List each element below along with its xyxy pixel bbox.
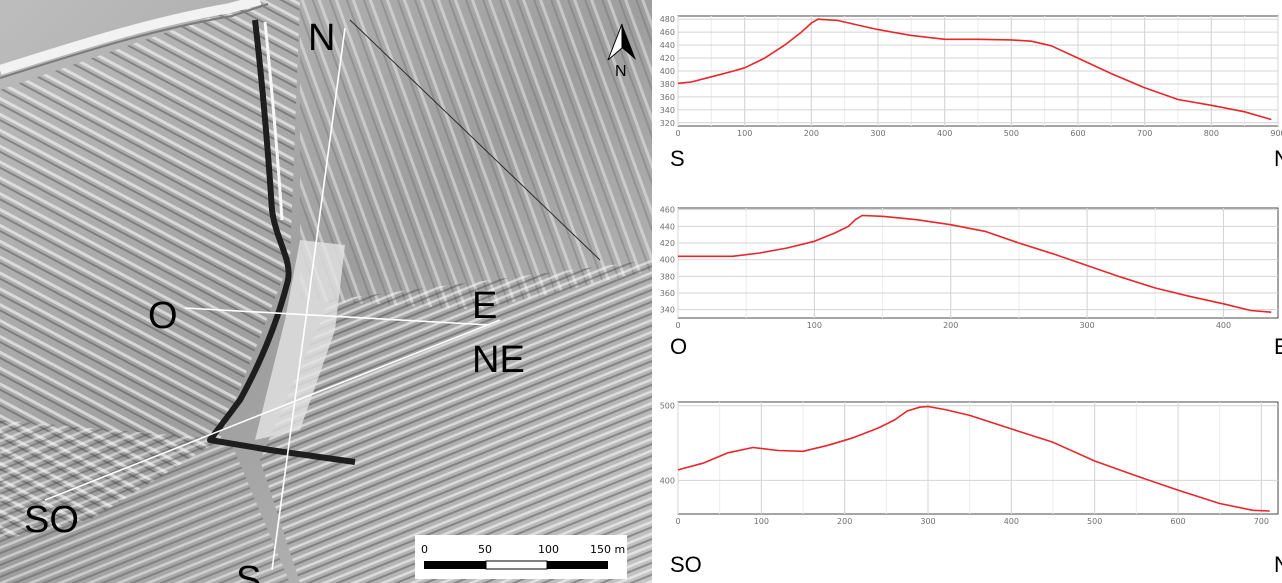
chart0-y-tick-label: 420 bbox=[660, 54, 675, 63]
chart1-y-tick-label: 380 bbox=[660, 272, 675, 281]
chart1-x-tick-label: 100 bbox=[807, 321, 822, 330]
chart1-y-tick-label: 420 bbox=[660, 239, 675, 248]
chart0-y-tick-label: 380 bbox=[660, 80, 675, 89]
profile-line-so-ne bbox=[44, 319, 501, 501]
scale-bar: 0 50 100 150 m bbox=[415, 535, 627, 579]
terrain-southwest bbox=[0, 420, 290, 583]
chart2-y-tick-label: 500 bbox=[660, 402, 675, 411]
chart0-x-tick-label: 100 bbox=[737, 129, 752, 138]
label-north: N bbox=[308, 17, 335, 59]
profiles-panel: 0 100 200 300 400 500 600 700 800 900 320 340 360 380… bbox=[652, 0, 1282, 583]
profile-chart-o-e: 0 100 200 300 400 340 360 380 400 420 440 460 O E bbox=[652, 202, 1282, 392]
label-west: O bbox=[148, 295, 178, 337]
scale-label-50: 50 bbox=[478, 543, 492, 556]
label-south: S bbox=[236, 559, 261, 583]
profile-line-s-n bbox=[271, 27, 346, 571]
scale-label-100: 100 bbox=[538, 543, 559, 556]
terrain-west bbox=[0, 0, 300, 540]
road bbox=[0, 0, 262, 75]
chart1-x-tick-label: 0 bbox=[675, 321, 680, 330]
chart2-end-label: NE bbox=[1274, 552, 1282, 577]
chart0-profile-line bbox=[677, 18, 1272, 121]
terrain-southeast bbox=[260, 260, 652, 583]
label-northeast: NE bbox=[472, 339, 525, 381]
chart0-y-tick-label: 400 bbox=[660, 67, 675, 76]
chart2-x-tick-label: 500 bbox=[1087, 517, 1102, 526]
north-arrow-label: N bbox=[615, 63, 627, 80]
chart2-x-tick-label: 200 bbox=[837, 517, 852, 526]
chart1-x-tick-label: 300 bbox=[1079, 321, 1094, 330]
chart0-x-tick-label: 200 bbox=[804, 129, 819, 138]
chart1-x-tick-label: 200 bbox=[943, 321, 958, 330]
chart0-x-tick-label: 300 bbox=[870, 129, 885, 138]
chart2-profile-line bbox=[677, 405, 1270, 512]
chart0-x-tick-label: 800 bbox=[1204, 129, 1219, 138]
chart2-x-tick-label: 300 bbox=[920, 517, 935, 526]
chart0-x-tick-label: 0 bbox=[675, 129, 680, 138]
chart2-x-tick-label: 400 bbox=[1004, 517, 1019, 526]
chart0-end-label: N bbox=[1274, 146, 1282, 171]
chart2-x-tick-label: 700 bbox=[1254, 517, 1269, 526]
chart2-y-tick-label: 400 bbox=[660, 476, 675, 485]
chart1-plot-area bbox=[677, 207, 1279, 319]
label-east: E bbox=[472, 285, 497, 327]
chart0-x-tick-label: 700 bbox=[1137, 129, 1152, 138]
chart1-end-label: E bbox=[1274, 334, 1282, 359]
chart2-x-tick-label: 0 bbox=[675, 517, 680, 526]
chart1-profile-line bbox=[678, 214, 1272, 313]
chart1-x-tick-label: 400 bbox=[1216, 321, 1231, 330]
chart0-y-tick-label: 460 bbox=[660, 28, 675, 37]
chart2-x-tick-label: 600 bbox=[1170, 517, 1185, 526]
chart0-y-tick-label: 480 bbox=[660, 15, 675, 24]
terrain-northeast bbox=[300, 0, 652, 310]
chart1-y-tick-label: 440 bbox=[660, 222, 675, 231]
profile-chart-so-ne: 0 100 200 300 400 500 600 700 400 500 SO NE bbox=[652, 396, 1282, 583]
chart2-start-label: SO bbox=[670, 552, 702, 577]
chart0-x-tick-label: 600 bbox=[1070, 129, 1085, 138]
north-arrow-icon: N bbox=[607, 23, 636, 80]
chart0-y-tick-label: 340 bbox=[660, 106, 675, 115]
scarp bbox=[207, 19, 356, 465]
chart0-x-tick-label: 900 bbox=[1270, 129, 1282, 138]
scale-label-0: 0 bbox=[421, 543, 428, 556]
chart2-x-tick-label: 100 bbox=[754, 517, 769, 526]
chart1-start-label: O bbox=[670, 334, 687, 359]
chart0-x-tick-label: 500 bbox=[1004, 129, 1019, 138]
chart1-y-tick-label: 400 bbox=[660, 256, 675, 265]
chart0-y-tick-label: 360 bbox=[660, 93, 675, 102]
chart1-y-tick-label: 340 bbox=[660, 306, 675, 315]
chart0-y-tick-label: 320 bbox=[660, 119, 675, 128]
profile-lines bbox=[44, 27, 501, 571]
chart0-y-tick-label: 440 bbox=[660, 41, 675, 50]
profile-chart-s-n: 0 100 200 300 400 500 600 700 800 900 320 340 360 380… bbox=[652, 8, 1282, 198]
chart0-start-label: S bbox=[670, 146, 685, 171]
hillshade-map: N S O E NE SO N 0 50 100 150 m bbox=[0, 0, 652, 583]
chart1-y-tick-label: 460 bbox=[660, 206, 675, 215]
chart1-y-tick-label: 360 bbox=[660, 289, 675, 298]
profile-line-o-e bbox=[184, 307, 491, 326]
label-southwest: SO bbox=[24, 499, 79, 541]
chart0-x-tick-label: 400 bbox=[937, 129, 952, 138]
plateau bbox=[255, 240, 345, 440]
scale-label-150: 150 m bbox=[590, 543, 625, 556]
